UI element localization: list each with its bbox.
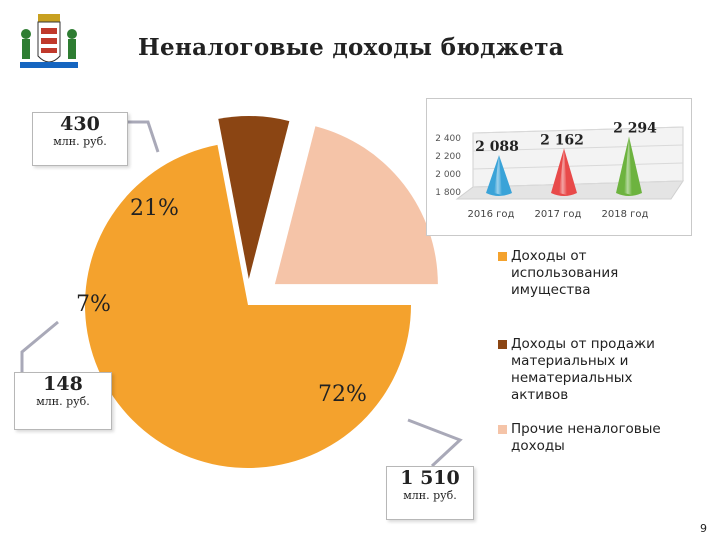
callout-other: 430 млн. руб. bbox=[32, 112, 128, 166]
callout-leader-line bbox=[20, 320, 59, 372]
y-tick-label: 2 000 bbox=[435, 170, 461, 180]
data-label: 2 088 bbox=[475, 139, 519, 155]
callout-unit: млн. руб. bbox=[36, 395, 90, 408]
legend-item: Доходы от использования имущества bbox=[498, 248, 658, 299]
slide-title: Неналоговые доходы бюджета bbox=[138, 34, 564, 61]
pie-slice-sale-assets bbox=[218, 116, 290, 280]
slice-label-other: 21% bbox=[130, 196, 179, 221]
x-tick-label: 2017 год bbox=[535, 209, 582, 220]
data-label: 2 162 bbox=[540, 132, 584, 148]
city-coat-of-arms-icon bbox=[20, 14, 78, 68]
cone-chart: 1 800 2 000 2 200 2 400 2 088 2016 год 2 162 20… bbox=[426, 98, 692, 236]
callout-leader-line bbox=[407, 418, 463, 468]
callout-value: 148 bbox=[43, 373, 83, 395]
gridline bbox=[472, 126, 684, 134]
callout-unit: млн. руб. bbox=[53, 135, 107, 148]
slice-label-income-property: 72% bbox=[318, 382, 367, 407]
x-tick-label: 2016 год bbox=[468, 209, 515, 220]
gridline bbox=[472, 144, 684, 152]
legend-item: Прочие неналоговые доходы bbox=[498, 421, 688, 455]
legend-label: Прочие неналоговые доходы bbox=[511, 421, 661, 454]
slice-label-sale-assets: 7% bbox=[76, 292, 111, 317]
y-tick-label: 2 200 bbox=[435, 152, 461, 162]
callout-sale-assets: 148 млн. руб. bbox=[14, 372, 112, 430]
callout-income-property: 1 510 млн. руб. bbox=[386, 466, 474, 520]
y-tick-label: 2 400 bbox=[435, 134, 461, 144]
legend-label: Доходы от использования имущества bbox=[511, 248, 619, 298]
cone-highlight bbox=[494, 155, 502, 195]
callout-unit: млн. руб. bbox=[403, 489, 457, 502]
callout-value: 430 bbox=[60, 113, 100, 135]
callout-value: 1 510 bbox=[400, 467, 460, 489]
y-tick-label: 1 800 bbox=[435, 188, 461, 198]
cone-highlight bbox=[624, 136, 632, 195]
pie-slice-other bbox=[274, 126, 438, 285]
page-number: 9 bbox=[700, 522, 707, 535]
callout-leader-line bbox=[126, 120, 160, 153]
x-tick-label: 2018 год bbox=[602, 209, 649, 220]
legend-item: Доходы от продажи материальных и нематер… bbox=[498, 336, 678, 404]
cone-highlight bbox=[559, 148, 567, 195]
gridline bbox=[472, 162, 684, 170]
legend-swatch bbox=[498, 252, 507, 261]
legend-swatch bbox=[498, 425, 507, 434]
legend-label: Доходы от продажи материальных и нематер… bbox=[511, 336, 655, 403]
legend-swatch bbox=[498, 340, 507, 349]
pie-slice-income-property bbox=[84, 144, 411, 468]
data-label: 2 294 bbox=[613, 121, 657, 137]
